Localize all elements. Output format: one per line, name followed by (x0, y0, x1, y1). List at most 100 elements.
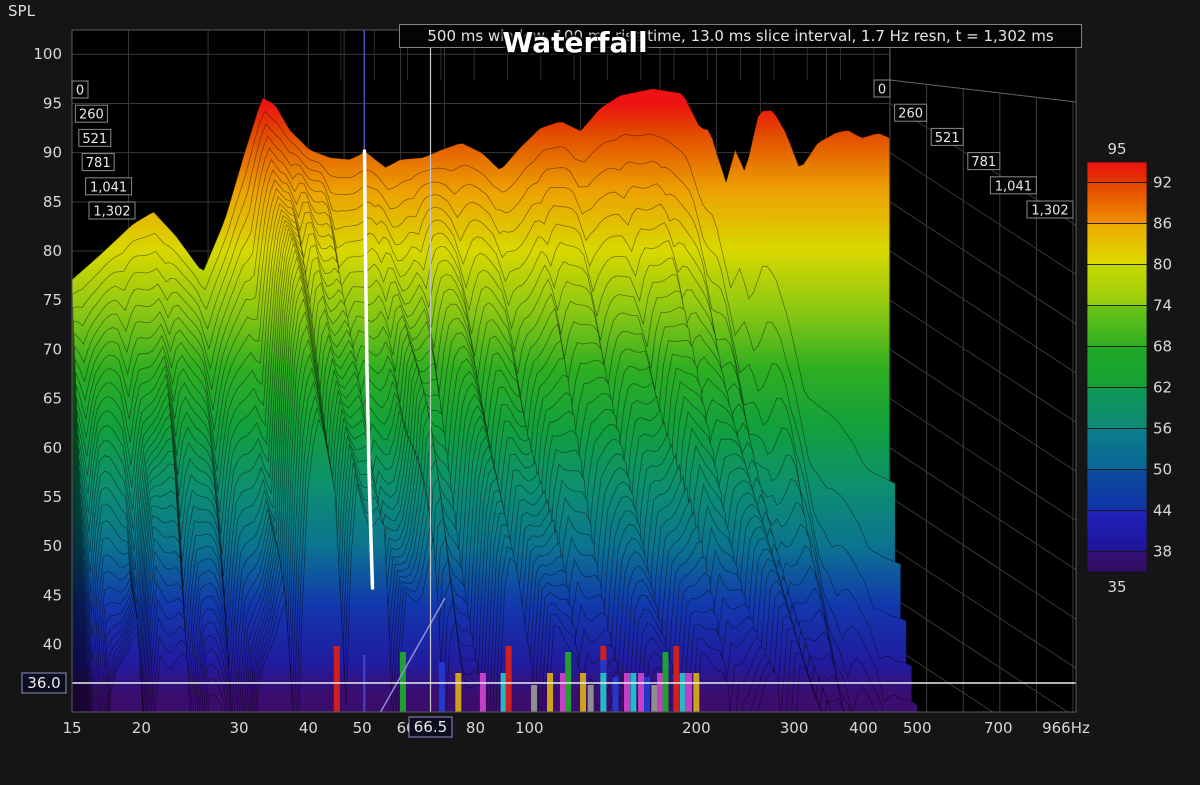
room-mode-marker (587, 685, 594, 712)
slice-time-label-left (85, 177, 133, 196)
svg-text:260: 260 (79, 108, 104, 123)
spl-colorbar: 95 92 86 80 74 68 62 56 50 44 38 35 (1086, 140, 1172, 596)
svg-text:56: 56 (1153, 420, 1172, 438)
svg-text:36.0: 36.0 (27, 674, 60, 692)
svg-text:80: 80 (466, 719, 485, 737)
svg-text:521: 521 (82, 132, 107, 147)
svg-text:95: 95 (43, 94, 62, 112)
slice-time-label-left (88, 201, 136, 220)
svg-text:30: 30 (230, 719, 249, 737)
frequency-cursor-box[interactable] (408, 716, 453, 738)
slice-time-label-left (81, 153, 115, 172)
svg-text:85: 85 (43, 193, 62, 211)
room-mode-marker (638, 673, 645, 712)
svg-text:38: 38 (1153, 543, 1172, 561)
room-mode-marker (693, 673, 700, 712)
cursor-surface-intersection (362, 149, 375, 590)
room-mode-marker (531, 685, 538, 712)
room-mode-marker (644, 677, 651, 712)
svg-text:65: 65 (43, 390, 62, 408)
svg-text:100: 100 (33, 45, 62, 63)
svg-text:1,302: 1,302 (93, 205, 130, 220)
svg-text:1,302: 1,302 (1031, 204, 1068, 219)
room-mode-marker (580, 673, 587, 712)
room-mode-marker (565, 652, 572, 712)
svg-text:35: 35 (1107, 578, 1126, 596)
room-mode-marker (479, 673, 486, 712)
spl-axis-title: SPL (8, 2, 35, 20)
svg-text:55: 55 (43, 488, 62, 506)
slice-time-label-right (1026, 200, 1074, 219)
room-mode-marker (624, 673, 630, 712)
slice-time-label-left (78, 128, 112, 147)
room-mode-marker (679, 673, 686, 712)
svg-text:74: 74 (1153, 297, 1172, 315)
svg-text:62: 62 (1153, 379, 1172, 397)
svg-text:521: 521 (935, 131, 960, 146)
room-mode-marker (505, 646, 512, 712)
slice-time-label-right (873, 79, 891, 98)
slice-time-label-right (930, 127, 964, 146)
svg-text:260: 260 (898, 107, 923, 122)
room-mode-marker (630, 673, 637, 712)
room-mode-marker (673, 646, 680, 712)
room-mode-marker (656, 673, 663, 712)
room-mode-marker (685, 673, 692, 712)
room-mode-marker (500, 673, 507, 712)
svg-text:50: 50 (1153, 461, 1172, 479)
room-mode-marker (600, 673, 607, 712)
plot-overlays (72, 30, 1076, 712)
room-mode-marker (333, 646, 340, 712)
room-mode-marker (547, 673, 554, 712)
svg-text:80: 80 (1153, 256, 1172, 274)
slice-time-label-right (967, 152, 1001, 171)
svg-text:0: 0 (76, 84, 84, 99)
svg-text:20: 20 (132, 719, 151, 737)
room-mode-marker (399, 652, 406, 712)
svg-text:66.5: 66.5 (414, 718, 447, 736)
room-mode-marker (662, 652, 669, 712)
level-cursor-box[interactable] (21, 672, 67, 694)
svg-text:86: 86 (1153, 215, 1172, 233)
svg-text:70: 70 (43, 340, 62, 358)
room-mode-marker (651, 685, 658, 712)
svg-text:0: 0 (878, 83, 886, 98)
status-text: 500 ms window, 100 ms rise time, 13.0 ms… (427, 27, 1054, 45)
svg-text:781: 781 (971, 155, 996, 170)
svg-text:68: 68 (1153, 338, 1172, 356)
svg-text:15: 15 (62, 719, 81, 737)
room-mode-marker (455, 673, 462, 712)
svg-text:781: 781 (86, 156, 111, 171)
svg-text:90: 90 (43, 144, 62, 162)
slice-time-label-right (989, 176, 1037, 195)
slice-time-labels: 0 0 260 260 521 521 781 781 1,041 1,041 1,302 1,302 (71, 79, 1074, 220)
legend-row: ✓ Fr limp mass LR Oct 23 28.5 dB (0, 744, 1200, 774)
room-mode-marker (612, 677, 619, 712)
slice-time-label-left (74, 104, 108, 123)
slice-time-label-left (71, 80, 89, 99)
svg-text:95: 95 (1107, 140, 1126, 158)
room-mode-marker (559, 673, 566, 712)
svg-text:50: 50 (353, 719, 372, 737)
chart-title: Waterfall (502, 26, 648, 59)
slice-time-label-right (894, 103, 928, 122)
svg-text:60: 60 (43, 439, 62, 457)
svg-text:50: 50 (43, 537, 62, 555)
measurement-status-bar: 500 ms window, 100 ms rise time, 13.0 ms… (399, 24, 1082, 48)
svg-text:500: 500 (903, 719, 932, 737)
svg-text:45: 45 (43, 586, 62, 604)
svg-text:92: 92 (1153, 174, 1172, 192)
svg-text:200: 200 (682, 719, 711, 737)
svg-text:400: 400 (849, 719, 878, 737)
svg-text:300: 300 (780, 719, 809, 737)
svg-text:80: 80 (43, 242, 62, 260)
svg-text:700: 700 (984, 719, 1013, 737)
svg-text:1,041: 1,041 (995, 179, 1032, 194)
svg-text:44: 44 (1153, 502, 1172, 520)
cursor-readouts: 66.5 36.0 (21, 672, 453, 738)
svg-text:966Hz: 966Hz (1042, 719, 1090, 737)
svg-text:40: 40 (43, 636, 62, 654)
svg-text:100: 100 (515, 719, 544, 737)
